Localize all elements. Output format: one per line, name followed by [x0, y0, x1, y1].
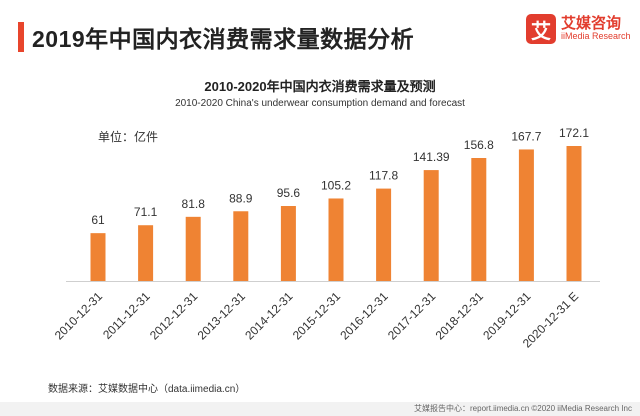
bar	[280, 206, 296, 281]
x-tick-label: 2015-12-31	[290, 289, 344, 343]
page-title: 2019年中国内衣消费需求量数据分析	[32, 26, 415, 52]
data-label: 156.8	[464, 138, 494, 152]
bar	[328, 198, 344, 281]
data-label: 81.8	[182, 197, 206, 211]
chart-title: 2010-2020年中国内衣消费需求量及预测	[204, 79, 436, 94]
brand-text: 艾媒咨询 iiMedia Research	[561, 16, 631, 41]
x-tick-label: 2013-12-31	[195, 289, 249, 343]
bar	[423, 170, 439, 281]
bar	[233, 211, 249, 281]
bar	[471, 158, 487, 281]
data-label: 167.7	[511, 129, 541, 143]
data-label: 117.8	[369, 169, 398, 183]
chart-subtitle: 2010-2020 China's underwear consumption …	[175, 98, 465, 109]
x-tick-label: 2017-12-31	[385, 289, 439, 343]
footer-bar: 艾媒报告中心：report.iimedia.cn ©2020 iiMedia R…	[0, 402, 640, 416]
bar	[376, 188, 392, 281]
data-label: 88.9	[229, 191, 253, 205]
bar	[518, 149, 534, 281]
data-label: 141.39	[413, 150, 450, 164]
brand-mark-icon: 艾	[526, 14, 556, 44]
x-tick-label: 2012-12-31	[147, 289, 201, 343]
data-label: 71.1	[134, 205, 158, 219]
brand-name-en: iiMedia Research	[561, 31, 631, 42]
bar	[185, 216, 201, 281]
unit-label: 单位：亿件	[98, 130, 159, 144]
x-tick-label: 2011-12-31	[100, 289, 153, 342]
bar-chart: 61 2010-12-31 71.1 2011-12-31 81.8 2012-12-31…	[52, 126, 600, 351]
brand-logo: 艾 艾媒咨询 iiMedia Research	[526, 14, 631, 44]
brand-name-cn: 艾媒咨询	[561, 15, 622, 33]
data-label: 172.1	[559, 126, 589, 140]
x-tick-label: 2018-12-31	[433, 289, 487, 343]
data-label: 95.6	[277, 186, 301, 200]
data-label: 105.2	[321, 178, 351, 192]
x-tick-label: 2010-12-31	[52, 289, 106, 343]
bar	[90, 233, 106, 281]
source-note: 数据来源：艾媒数据中心（data.iimedia.cn）	[48, 384, 246, 395]
footer-text: 艾媒报告中心：report.iimedia.cn ©2020 iiMedia R…	[414, 404, 632, 413]
bar	[566, 146, 582, 281]
x-tick-label: 2014-12-31	[242, 289, 296, 343]
bar	[138, 225, 154, 281]
x-tick-label: 2016-12-31	[337, 289, 391, 343]
data-label: 61	[91, 213, 105, 227]
title-accent-bar	[18, 22, 24, 52]
